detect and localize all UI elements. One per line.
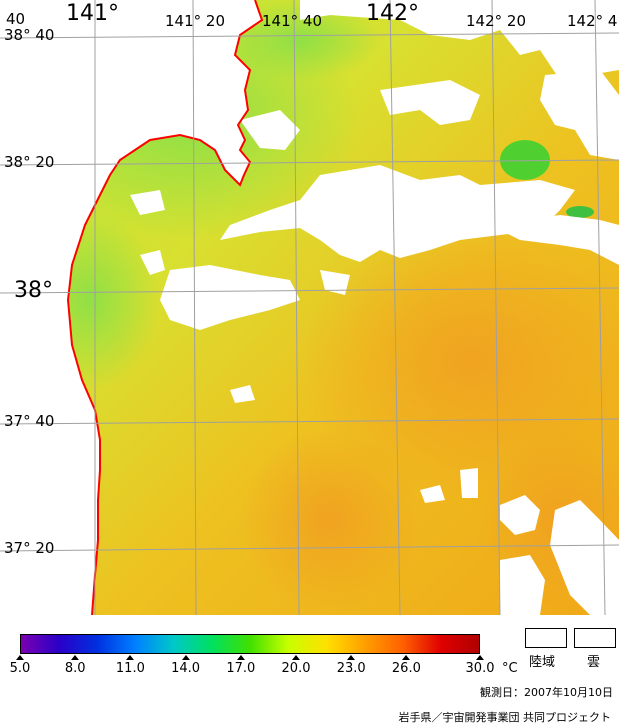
warm-region [240,430,420,610]
land-area [0,0,262,615]
colorbar-tick-label: 20.0 [281,661,311,676]
latitude-label: 38° [14,278,53,303]
latitude-label: 38° 40 [4,26,55,44]
colorbar-tick-label: 11.0 [115,661,145,676]
temperature-unit: °C [502,661,518,676]
credit-line: 岩手県／宇宙開発事業団 共同プロジェクト [398,711,612,724]
longitude-label: 141° 40 [262,12,322,30]
longitude-label: 142° [366,1,419,26]
graticule [0,0,619,615]
colorbar-tick [347,655,356,660]
colorbar-tick [476,655,484,660]
colorbar-tick-label: 30.0 [465,661,495,676]
colorbar-tick-label: 26.0 [391,661,421,676]
latitude-label: 37° 20 [4,539,55,557]
cool-region [500,140,550,180]
colorbar-tick [236,655,245,660]
cloud-legend-label: 雲 [587,655,601,670]
land-legend-swatch [525,628,567,648]
colorbar-tick [402,655,411,660]
observation-date: 観測日：2007年10月10日 [480,686,613,699]
colorbar-tick [71,655,80,660]
longitude-label: 142° 20 [466,12,526,30]
longitude-label: 141° [66,1,119,26]
longitude-label: 141° 20 [165,12,225,30]
colorbar-tick-label: 8.0 [64,661,86,676]
cool-region [566,206,594,218]
land-legend-label: 陸域 [529,655,556,670]
latitude-label: 38° 20 [4,153,55,171]
colorbar-tick-label: 23.0 [336,661,366,676]
cloud-legend-swatch [574,628,616,648]
longitude-label: 142° 4 [567,12,618,30]
colorbar-tick [292,655,300,660]
colorbar-tick-label: 14.0 [171,661,201,676]
colorbar-tick-label: 17.0 [226,661,256,676]
colorbar-tick [181,655,190,660]
colorbar-tick-label: 5.0 [9,661,31,676]
temperature-colorbar [20,634,480,654]
corner-label: 40 [6,10,26,28]
coastline [66,0,264,615]
latitude-label: 37° 40 [4,412,55,430]
colorbar-tick [16,655,24,660]
sea-surface-temperature-map [0,0,619,615]
colorbar-tick [126,655,135,660]
